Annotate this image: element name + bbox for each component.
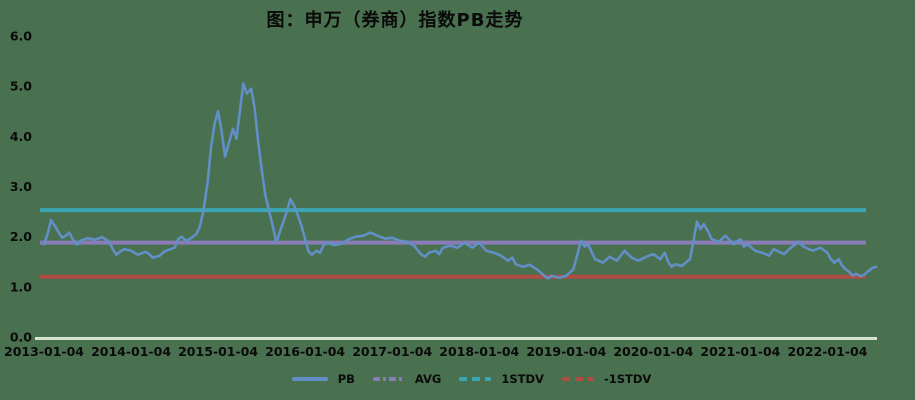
legend-line-minus1stdv-icon bbox=[561, 377, 594, 381]
y-tick-label: 5.0 bbox=[10, 79, 32, 94]
pb-line bbox=[42, 82, 878, 280]
y-tick-label: 0.0 bbox=[10, 330, 32, 345]
legend-line-1stdv-icon bbox=[459, 377, 492, 381]
y-tick-label: 3.0 bbox=[10, 179, 32, 194]
y-tick-label: 1.0 bbox=[10, 279, 32, 294]
x-tick-label: 2021-01-04 bbox=[700, 344, 780, 359]
y-tick-label: 4.0 bbox=[10, 129, 32, 144]
x-tick-label: 2020-01-04 bbox=[613, 344, 693, 359]
legend-line-pb-icon bbox=[291, 377, 328, 381]
y-tick-label: 2.0 bbox=[10, 229, 32, 244]
legend-label-1stdv: 1STDV bbox=[501, 372, 544, 386]
x-tick-label: 2014-01-04 bbox=[91, 344, 171, 359]
chart-title: 图：申万（券商）指数PB走势 bbox=[266, 10, 524, 31]
legend-label-pb: PB bbox=[337, 372, 355, 386]
x-tick-label: 2016-01-04 bbox=[265, 344, 345, 359]
x-tick-label: 2013-01-04 bbox=[4, 344, 84, 359]
legend-label-avg: AVG bbox=[414, 372, 442, 386]
legend-label-minus1stdv: -1STDV bbox=[603, 372, 652, 386]
legend-line-avg-icon bbox=[372, 377, 405, 381]
x-tick-label: 2019-01-04 bbox=[526, 344, 606, 359]
y-tick-label: 6.0 bbox=[10, 28, 32, 43]
chart-legend: PB AVG 1STDV -1STDV bbox=[18, 370, 915, 388]
x-tick-label: 2018-01-04 bbox=[439, 344, 519, 359]
x-tick-label: 2015-01-04 bbox=[178, 344, 258, 359]
x-tick-label: 2022-01-04 bbox=[787, 344, 867, 359]
x-tick-label: 2017-01-04 bbox=[352, 344, 432, 359]
